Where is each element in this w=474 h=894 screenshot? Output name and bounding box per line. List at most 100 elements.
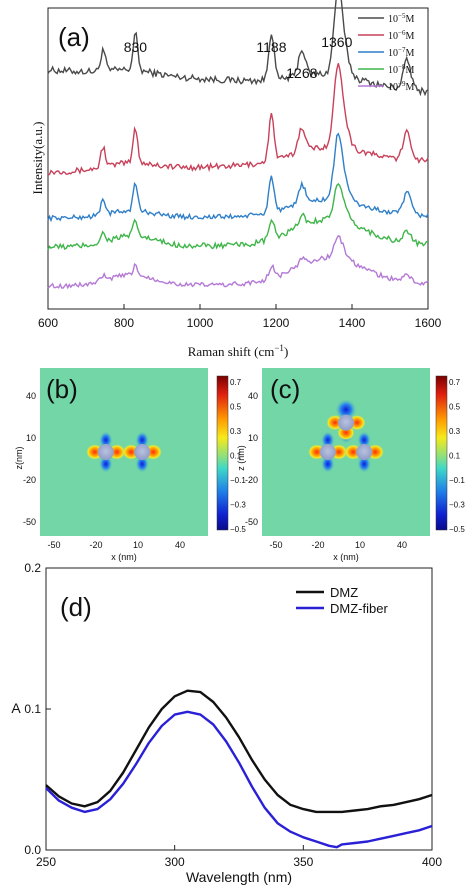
- colorbar-tick-label: −0.5: [449, 525, 465, 534]
- panel-label-a: (a): [58, 22, 90, 52]
- absorbance-y-tick-label: 0.2: [24, 561, 41, 575]
- colorbar-tick-label: −0.3: [449, 501, 465, 510]
- field-z-tick-label: 10: [26, 433, 36, 443]
- field-x-tick-label: -50: [269, 540, 282, 550]
- panel-label-d: (d): [60, 592, 92, 622]
- panel-label-c: (c): [270, 374, 300, 404]
- nanoparticle: [338, 414, 354, 431]
- raman-series-group: [47, 0, 429, 290]
- colorbar-tick-label: 0.1: [449, 452, 461, 461]
- absorbance-axis-ticks: 250 300 350 400 0.0 0.1 0.2: [24, 561, 442, 869]
- panel-label-b: (b): [46, 374, 78, 404]
- field-cold-lobe: [320, 455, 335, 473]
- raman-x-tick-label: 800: [114, 316, 134, 330]
- field-x-axis-label: x (nm): [333, 552, 359, 562]
- field-cold-lobe: [320, 431, 335, 449]
- field-x-tick-label: 10: [355, 540, 365, 550]
- field-map-c-features: [307, 398, 385, 473]
- field-z-tick-label: 40: [248, 391, 258, 401]
- colorbar-tick-label: 0.1: [230, 452, 242, 461]
- field-z-tick-label: -20: [245, 475, 258, 485]
- field-z-tick-label: -50: [23, 517, 36, 527]
- field-map-c-panel: (c) -50 -20 10 40 40 10 -20 -50 x (nm) z (nm) 0.7…: [236, 368, 465, 562]
- colorbar-b: [216, 375, 229, 531]
- field-x-tick-label: 40: [175, 540, 185, 550]
- raman-x-tick-label: 1000: [187, 316, 214, 330]
- field-z-axis-label: z(nm): [14, 447, 24, 470]
- field-cold-lobe: [98, 431, 113, 449]
- absorbance-x-tick-label: 400: [422, 855, 442, 869]
- colorbar-tick-label: −0.1: [230, 476, 246, 485]
- field-cold-lobe: [335, 398, 357, 421]
- raman-legend: 10−5M 10−6M 10−7M 10−8M 10−9M: [358, 12, 414, 93]
- raman-peak-label: 1360: [321, 34, 352, 50]
- raman-legend-label: 10−8M: [388, 63, 414, 76]
- colorbar-b-ticks: 0.7 0.5 0.3 0.1 −0.1 −0.3 −0.5: [230, 378, 246, 534]
- absorbance-y-axis-label: A: [11, 700, 21, 716]
- raman-series-line: [47, 235, 429, 290]
- colorbar-c: [435, 375, 448, 531]
- raman-x-tick-label: 1600: [415, 316, 442, 330]
- raman-legend-label: 10−7M: [388, 46, 414, 59]
- absorbance-y-tick-label: 0.0: [24, 843, 41, 857]
- raman-legend-label: 10−9M: [388, 80, 414, 93]
- field-x-tick-label: -50: [47, 540, 60, 550]
- colorbar-tick-label: −0.3: [230, 501, 246, 510]
- absorbance-legend-label: DMZ: [330, 585, 358, 600]
- colorbar-tick-label: −0.5: [230, 525, 246, 534]
- field-z-tick-label: 40: [26, 391, 36, 401]
- raman-peak-label: 830: [124, 39, 148, 55]
- absorbance-y-tick-label: 0.1: [24, 702, 41, 716]
- field-x-tick-label: 10: [133, 540, 143, 550]
- absorbance-legend-label: DMZ-fiber: [330, 601, 388, 616]
- field-map-b-features: [85, 431, 163, 473]
- absorbance-x-tick-label: 350: [293, 855, 313, 869]
- field-z-axis-label: z (nm): [236, 445, 246, 471]
- field-map-c-axes: -50 -20 10 40 40 10 -20 -50 x (nm) z (nm): [236, 391, 407, 562]
- raman-panel: (a) 600 800 1000 1200 1400 1600 830 1188126813…: [30, 0, 442, 359]
- nanoparticle: [319, 444, 336, 460]
- raman-x-tick-label: 600: [38, 316, 58, 330]
- raman-series-line: [47, 182, 429, 251]
- colorbar-tick-label: 0.7: [230, 378, 242, 387]
- colorbar-c-ticks: 0.7 0.5 0.3 0.1 −0.1 −0.3 −0.5: [449, 378, 465, 534]
- field-z-tick-label: -50: [245, 517, 258, 527]
- colorbar-tick-label: 0.5: [449, 403, 461, 412]
- raman-series-line: [47, 0, 429, 97]
- absorbance-x-tick-label: 300: [165, 855, 185, 869]
- raman-peak-label: 1268: [286, 65, 317, 81]
- raman-peak-label: 1188: [256, 39, 286, 55]
- colorbar-tick-label: 0.5: [230, 403, 242, 412]
- raman-series-line: [47, 132, 429, 223]
- field-z-tick-label: -20: [23, 475, 36, 485]
- colorbar-tick-label: 0.3: [449, 427, 461, 436]
- absorbance-series-group: [45, 689, 433, 849]
- raman-x-ticks: 600 800 1000 1200 1400 1600: [38, 304, 442, 330]
- absorbance-x-axis-label: Wavelength (nm): [186, 869, 292, 885]
- raman-x-tick-label: 1200: [263, 316, 290, 330]
- colorbar-tick-label: −0.1: [449, 476, 465, 485]
- field-x-tick-label: -20: [89, 540, 102, 550]
- absorbance-series-line: [45, 689, 433, 814]
- raman-y-axis-label: Intensity(a.u.): [30, 122, 45, 195]
- field-x-tick-label: -20: [311, 540, 324, 550]
- raman-legend-label: 10−6M: [388, 29, 414, 42]
- nanoparticle: [356, 444, 373, 460]
- colorbar-tick-label: 0.7: [449, 378, 461, 387]
- colorbar-tick-label: 0.3: [230, 427, 242, 436]
- nanoparticle: [134, 444, 151, 460]
- field-cold-lobe: [98, 455, 113, 473]
- field-x-tick-label: 40: [397, 540, 407, 550]
- nanoparticle: [97, 444, 114, 460]
- field-map-b-axes: -50 -20 10 40 40 10 -20 -50 x (nm) z(nm): [14, 391, 185, 562]
- raman-x-axis-label: Raman shift (cm−1): [188, 343, 289, 359]
- field-cold-lobe: [357, 431, 372, 449]
- raman-series-line: [47, 63, 429, 176]
- field-cold-lobe: [135, 431, 150, 449]
- field-cold-lobe: [135, 455, 150, 473]
- absorbance-x-tick-label: 250: [36, 855, 56, 869]
